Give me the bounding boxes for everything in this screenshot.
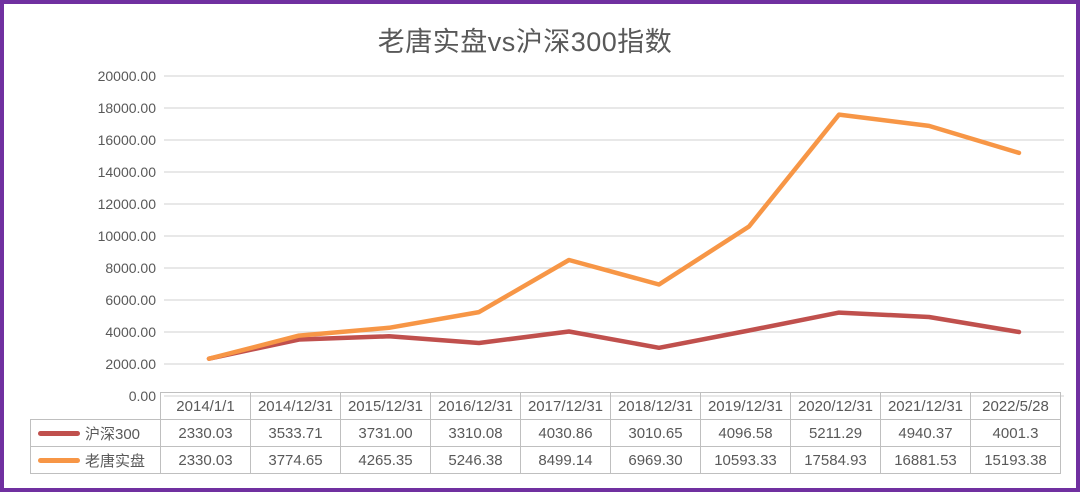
value-cell: 3533.71 [250, 419, 341, 447]
series-row: 老唐实盘 2330.03 3774.65 4265.35 5246.38 8499.14 6… [30, 446, 1061, 474]
legend-line-laotang-icon [38, 457, 80, 463]
date-header-cell: 2014/1/1 [160, 392, 251, 420]
value-cell: 5246.38 [430, 446, 521, 474]
y-axis-label: 10000.00 [97, 228, 156, 244]
value-cell: 4940.37 [880, 419, 971, 447]
value-cell: 6969.30 [610, 446, 701, 474]
value-cell: 8499.14 [520, 446, 611, 474]
plot-area [164, 75, 1064, 397]
date-header-cell: 2018/12/31 [610, 392, 701, 420]
y-axis-label: 18000.00 [97, 100, 156, 116]
date-header-cell: 2014/12/31 [250, 392, 341, 420]
series-line-hs300 [206, 310, 1022, 361]
series-line-laotang [206, 112, 1022, 361]
value-cell: 4096.58 [700, 419, 791, 447]
legend-line-hs300-icon [38, 430, 80, 436]
value-cell: 2330.03 [160, 419, 251, 447]
series-name-label: 老唐实盘 [85, 452, 146, 470]
chart-title: 老唐实盘vs沪深300指数 [377, 27, 673, 57]
value-cell: 4001.3 [970, 419, 1061, 447]
y-axis-label: 14000.00 [97, 164, 156, 180]
date-header-cell: 2021/12/31 [880, 392, 971, 420]
y-axis-label: 0.00 [128, 388, 156, 404]
table-header-row: 2014/1/1 2014/12/31 2015/12/31 2016/12/31 20… [31, 392, 1061, 420]
date-header-cell: 2017/12/31 [520, 392, 611, 420]
value-cell: 3010.65 [610, 419, 701, 447]
value-cell: 4030.86 [520, 419, 611, 447]
value-cell: 5211.29 [790, 419, 881, 447]
value-cell: 17584.93 [790, 446, 881, 474]
y-axis-label: 16000.00 [97, 132, 156, 148]
value-cell: 4265.35 [340, 446, 431, 474]
y-axis-label: 4000.00 [105, 324, 156, 340]
value-cell: 16881.53 [880, 446, 971, 474]
table-corner-blank [31, 393, 161, 420]
y-axis-label: 12000.00 [97, 196, 156, 212]
y-axis-label: 20000.00 [97, 68, 156, 84]
date-header-cell: 2020/12/31 [790, 392, 881, 420]
series-name-label: 沪深300 [85, 425, 141, 443]
date-header-cell: 2015/12/31 [340, 392, 431, 420]
date-header-cell: 2022/5/28 [970, 392, 1061, 420]
value-cell: 2330.03 [160, 446, 251, 474]
y-axis-label: 6000.00 [105, 292, 156, 308]
date-header-cell: 2019/12/31 [700, 392, 791, 420]
legend-cell: 沪深300 [30, 419, 161, 447]
data-table: 2014/1/1 2014/12/31 2015/12/31 2016/12/31 20… [30, 392, 1061, 474]
value-cell: 3774.65 [250, 446, 341, 474]
legend-cell: 老唐实盘 [30, 446, 161, 474]
series-row: 沪深300 2330.03 3533.71 3731.00 3310.08 4030.86… [30, 419, 1061, 447]
value-cell: 15193.38 [970, 446, 1061, 474]
y-axis-label: 2000.00 [105, 356, 156, 372]
date-header-cell: 2016/12/31 [430, 392, 521, 420]
y-axis-label: 8000.00 [105, 260, 156, 276]
value-cell: 10593.33 [700, 446, 791, 474]
value-cell: 3310.08 [430, 419, 521, 447]
value-cell: 3731.00 [340, 419, 431, 447]
